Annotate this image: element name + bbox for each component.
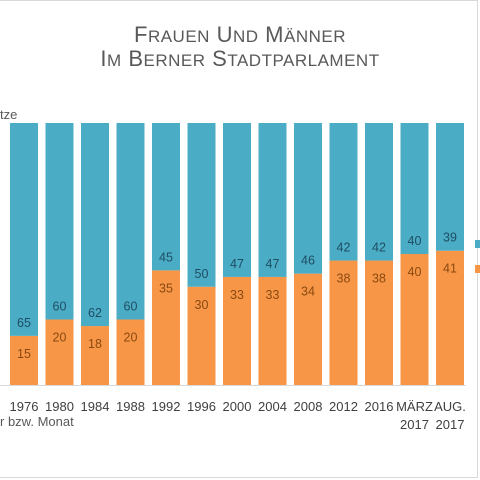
x-tick-label: 2000 <box>223 399 252 414</box>
bar-female <box>10 335 38 385</box>
bar-female <box>187 286 216 385</box>
bar-female <box>223 276 251 385</box>
bar-female <box>81 326 109 385</box>
bar-female <box>365 260 393 385</box>
bar-male <box>116 123 145 320</box>
bar-male <box>436 123 464 251</box>
data-label-male: 42 <box>337 241 351 255</box>
data-label-female: 38 <box>372 272 386 286</box>
data-label-female: 38 <box>337 272 351 286</box>
data-label-male: 47 <box>230 257 244 271</box>
data-label-female: 35 <box>159 281 173 295</box>
bar-male <box>294 123 322 274</box>
chart-title-line-2: IM BERNER STADTPARLAMENT <box>100 46 380 71</box>
bar-male <box>258 123 287 277</box>
bar-male <box>223 123 251 277</box>
bar-female <box>258 276 287 385</box>
chart-title-line-1: FRAUEN UND MÄNNER <box>133 22 346 47</box>
bar-male <box>152 123 180 271</box>
x-tick-label: 2008 <box>294 399 323 414</box>
x-tick-label: 1980 <box>45 399 74 414</box>
bar-female <box>116 319 145 385</box>
data-label-male: 40 <box>408 234 422 248</box>
data-label-male: 60 <box>124 300 138 314</box>
bar-male <box>10 123 38 336</box>
data-label-female: 30 <box>195 298 209 312</box>
legend-marker-female <box>475 265 480 273</box>
bar-male <box>45 123 74 320</box>
x-tick-label: 1988 <box>116 399 145 414</box>
data-label-female: 33 <box>266 288 280 302</box>
bar-female <box>152 270 180 385</box>
x-tick-label: 1996 <box>187 399 216 414</box>
bar-male <box>81 123 109 327</box>
data-label-female: 20 <box>53 331 67 345</box>
data-label-male: 42 <box>372 241 386 255</box>
legend-marker-male <box>475 240 480 248</box>
x-tick-label: MÄRZ <box>396 399 433 414</box>
x-tick-label: 1976 <box>10 399 39 414</box>
data-label-female: 41 <box>443 262 457 276</box>
x-tick-label: 1984 <box>81 399 110 414</box>
bar-female <box>329 260 358 385</box>
data-label-female: 33 <box>230 288 244 302</box>
x-tick-label: 1992 <box>152 399 181 414</box>
x-tick-label: 2004 <box>258 399 287 414</box>
bar-female <box>436 250 464 385</box>
bar-male <box>329 123 358 261</box>
y-axis-label: tze <box>0 107 18 122</box>
bar-male <box>365 123 393 261</box>
bar-female <box>294 273 322 385</box>
x-tick-label: 2016 <box>365 399 394 414</box>
data-label-female: 40 <box>408 265 422 279</box>
x-axis-label: r bzw. Monat <box>0 414 74 429</box>
data-label-male: 46 <box>301 254 315 268</box>
data-label-female: 15 <box>17 347 31 361</box>
x-tick-label: 2017 <box>400 417 429 432</box>
data-label-female: 20 <box>124 331 138 345</box>
bar-male <box>187 123 216 287</box>
bar-male <box>400 123 429 254</box>
data-label-male: 45 <box>159 250 173 264</box>
x-tick-label: 2017 <box>436 417 465 432</box>
data-label-male: 65 <box>17 316 31 330</box>
data-label-female: 34 <box>301 285 315 299</box>
data-label-female: 18 <box>88 337 102 351</box>
x-tick-label: 2012 <box>329 399 358 414</box>
data-label-male: 62 <box>88 306 102 320</box>
data-label-male: 50 <box>195 267 209 281</box>
bar-female <box>400 254 429 385</box>
bar-female <box>45 319 74 385</box>
data-label-male: 39 <box>443 231 457 245</box>
x-tick-label: AUG. <box>434 399 466 414</box>
data-label-male: 60 <box>53 300 67 314</box>
data-label-male: 47 <box>266 257 280 271</box>
